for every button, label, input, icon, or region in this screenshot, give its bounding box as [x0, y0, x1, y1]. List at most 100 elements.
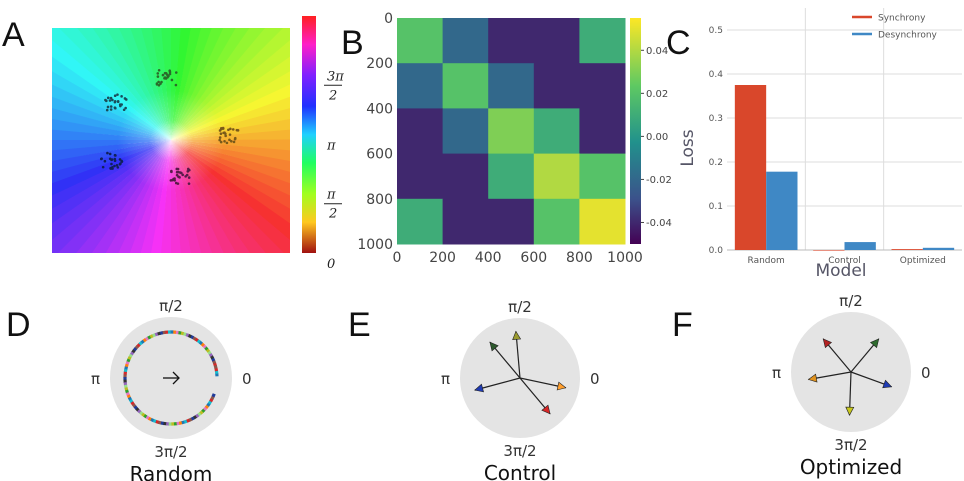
cluster-point	[170, 78, 174, 82]
cluster-point	[110, 158, 113, 162]
polar-label-right: 0	[921, 364, 931, 382]
heatmap-xtick: 200	[429, 250, 456, 266]
phase-dot	[167, 330, 171, 334]
bar-xtick: Control	[828, 256, 861, 266]
panel-letter-e: E	[348, 306, 371, 344]
heatmap-cell-0-0	[397, 18, 444, 64]
bar-ytick: 0.2	[709, 158, 723, 168]
arrow-head	[882, 379, 893, 389]
heatmap-ytick: 1000	[357, 237, 393, 253]
heatmap-xtick: 0	[393, 250, 402, 266]
cluster-green	[155, 69, 178, 87]
heatmap-cell-2-0	[397, 108, 444, 155]
cluster-orange	[218, 126, 240, 145]
polar-label-right: 0	[590, 370, 600, 388]
cluster-point	[176, 182, 180, 185]
cluster-point	[116, 93, 119, 96]
cluster-point	[157, 80, 160, 84]
cluster-point	[111, 98, 114, 102]
cluster-point	[171, 178, 174, 182]
phase-dot	[171, 422, 175, 426]
cluster-point	[108, 99, 112, 102]
polar-optimized-title: Optimized	[800, 455, 902, 479]
phase-map	[52, 28, 290, 253]
cluster-point	[185, 173, 189, 177]
point-clusters	[99, 69, 240, 185]
heatmap-cell-3-2	[488, 153, 535, 200]
cluster-point	[218, 136, 222, 139]
heatmap-ytick: 400	[366, 101, 393, 117]
cluster-point	[228, 138, 231, 142]
arrow-head	[172, 371, 180, 385]
bar-legend: Synchrony Desynchrony	[852, 14, 938, 41]
cluster-point	[181, 173, 185, 177]
cluster-point	[109, 108, 113, 111]
polar-label-left: π	[91, 370, 100, 388]
cluster-point	[173, 177, 176, 180]
cluster-point	[122, 108, 126, 112]
heatmap-xtick: 1000	[607, 250, 643, 266]
phase-dot	[175, 330, 179, 335]
phase-tick-pi2: π2	[324, 188, 342, 222]
cluster-point	[187, 176, 191, 179]
cluster-point	[164, 71, 167, 75]
polar-label-top: π/2	[159, 297, 183, 315]
arrow-head	[474, 383, 484, 393]
cluster-point	[104, 98, 107, 102]
cluster-point	[101, 165, 105, 169]
cluster-point	[115, 163, 119, 167]
panel-letter-d: D	[6, 306, 31, 344]
arrow-blue	[474, 377, 521, 393]
cluster-point	[156, 72, 160, 75]
cluster-point	[163, 77, 166, 80]
cluster-point	[168, 72, 172, 76]
arrow-head	[489, 341, 499, 352]
cluster-point	[186, 167, 190, 171]
cluster-point	[167, 74, 170, 78]
phase-dot	[211, 393, 216, 398]
cluster-point	[161, 73, 165, 77]
heatmap-cell-3-3	[533, 153, 580, 200]
phase-dot	[123, 379, 127, 383]
phase-colorbar	[302, 16, 316, 253]
heatmap-ytick: 0	[384, 11, 393, 27]
phase-dot	[215, 373, 219, 377]
heatmap-cell-3-1	[442, 153, 489, 200]
polar-random-title: Random	[130, 462, 213, 481]
phase-tick-denominator: 2	[328, 207, 337, 222]
arrow-head	[822, 338, 833, 349]
bar-ytick: 0.1	[709, 202, 723, 212]
arrow-head	[556, 381, 567, 391]
cluster-point	[230, 139, 233, 143]
cluster-point	[170, 170, 173, 174]
cluster-point	[118, 162, 122, 166]
phase-tick-3pi2: 3π2	[324, 69, 344, 103]
polar-label-left: π	[772, 364, 781, 382]
heatmap-cell-1-1	[442, 63, 489, 109]
cluster-point	[233, 136, 237, 140]
cluster-point	[113, 99, 117, 103]
arrow-head	[807, 373, 818, 383]
heatmap-cell-4-3	[533, 198, 580, 245]
cluster-point	[110, 162, 113, 166]
cluster-point	[109, 96, 113, 100]
cluster-point	[218, 138, 221, 142]
arrow-orange	[807, 371, 852, 383]
bar-desynchrony-control	[844, 242, 876, 250]
panel-letter-f: F	[672, 306, 693, 344]
bar-marks	[734, 85, 955, 251]
cluster-point	[168, 70, 172, 74]
cluster-point	[103, 159, 107, 163]
cluster-point	[229, 127, 232, 131]
phase-dot	[166, 422, 170, 426]
cluster-point	[118, 158, 122, 161]
heatmap-xtick: 600	[520, 250, 547, 266]
cluster-point	[113, 164, 116, 168]
polar-label-top: π/2	[839, 292, 863, 310]
cluster-point	[119, 104, 122, 108]
heatmap-cell-0-2	[488, 18, 535, 64]
cluster-point	[157, 69, 161, 72]
panel-letter-a: A	[2, 16, 25, 54]
cluster-magenta	[169, 167, 191, 185]
